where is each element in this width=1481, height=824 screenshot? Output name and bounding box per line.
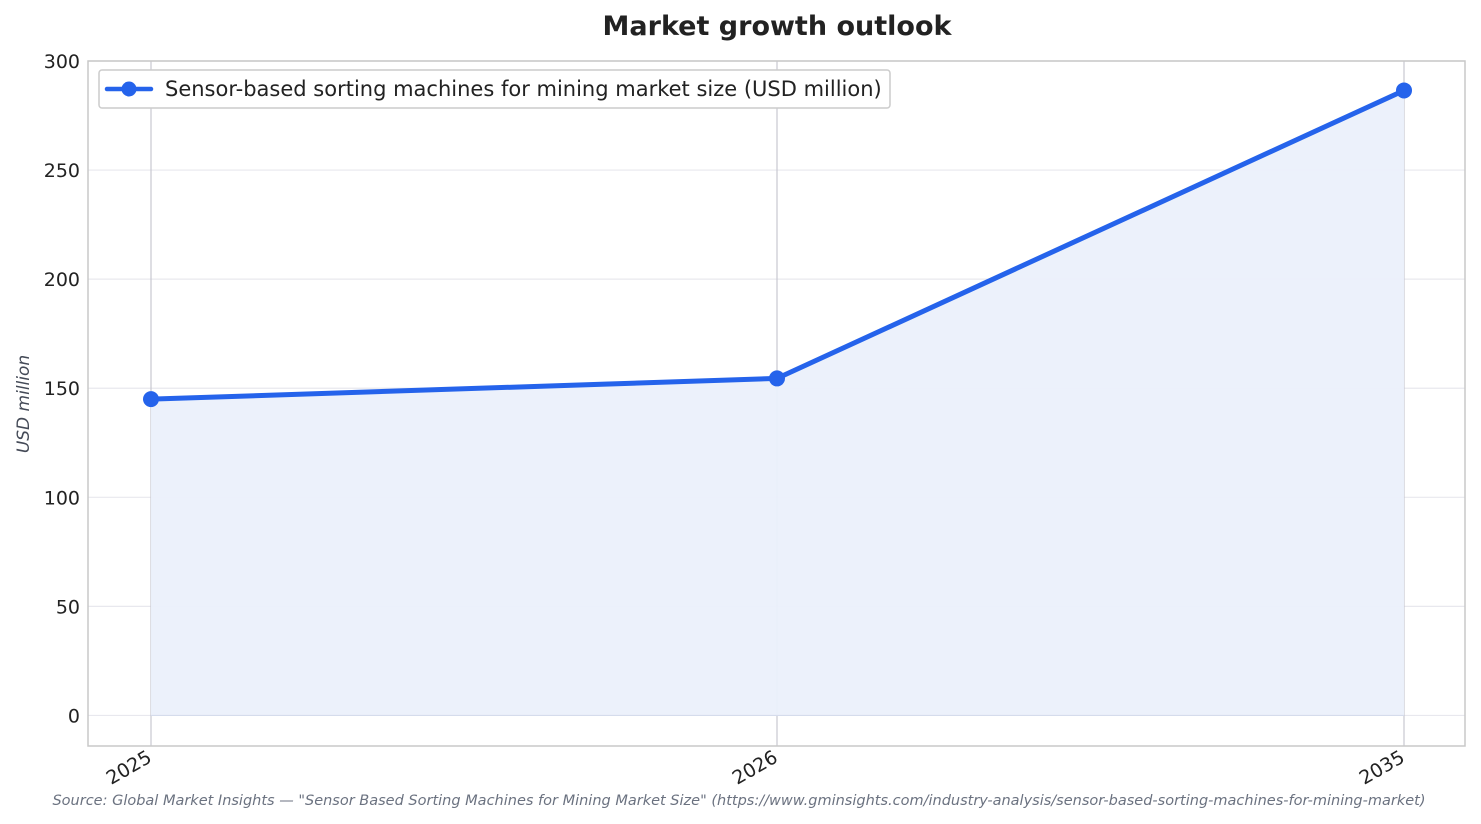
data-point-2035 <box>1396 82 1412 99</box>
legend: Sensor-based sorting machines for mining… <box>98 69 891 109</box>
legend-box <box>98 69 891 109</box>
chart-title: Market growth outlook <box>603 11 953 42</box>
data-point-2026 <box>769 370 785 387</box>
y-tick-label: 100 <box>44 487 80 509</box>
y-axis-label: USD million <box>14 355 34 453</box>
data-point-2025 <box>143 391 159 408</box>
plot-frame <box>87 60 1466 747</box>
y-tick-label: 250 <box>44 160 80 182</box>
area-fill-group <box>151 90 1404 717</box>
y-tick-label: 150 <box>44 378 80 400</box>
series-area-fill <box>151 90 1404 716</box>
source-note: Source: Global Market Insights — "Sensor… <box>52 793 1425 809</box>
legend-marker <box>121 81 137 97</box>
y-tick-label: 0 <box>68 705 80 727</box>
y-tick-label: 50 <box>56 596 80 618</box>
y-tick-label: 200 <box>44 269 80 291</box>
data-points <box>143 82 1412 408</box>
y-axis-ticks: 0 50 100 150 200 250 300 <box>44 51 80 727</box>
y-tick-label: 300 <box>44 51 80 73</box>
legend-label: Sensor-based sorting machines for mining… <box>165 77 882 101</box>
